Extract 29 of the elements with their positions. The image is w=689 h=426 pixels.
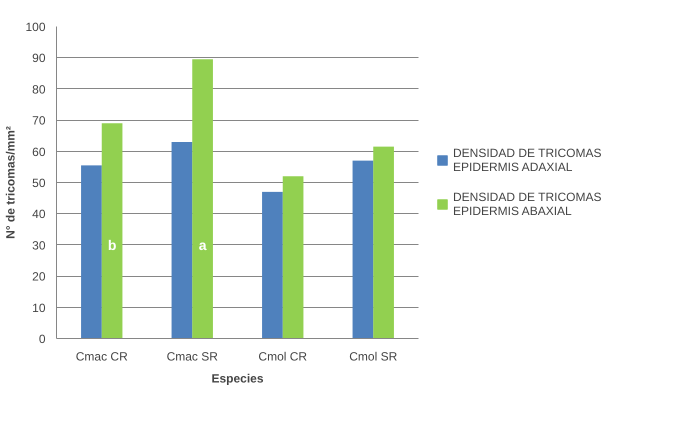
x-tick-label: Cmol SR	[349, 350, 398, 364]
y-axis-title: N° de tricomas/mm²	[3, 126, 18, 239]
y-tick-label: 30	[32, 238, 46, 252]
bar	[172, 142, 192, 338]
x-tick-label: Cmac SR	[166, 350, 218, 364]
y-tick-label: 40	[32, 207, 46, 222]
bar	[282, 176, 304, 338]
bar	[352, 160, 374, 338]
y-tick-label: 100	[25, 20, 46, 34]
y-tick-label: 20	[32, 270, 46, 284]
x-tick-label: Cmol CR	[258, 350, 308, 364]
y-tick-label: 50	[32, 176, 46, 190]
x-tick-label: Cmac CR	[76, 350, 128, 364]
y-tick-label: 70	[32, 114, 46, 128]
y-tick-label: 60	[32, 144, 46, 159]
y-tick-label: 0	[38, 332, 46, 346]
x-axis-title: Especies	[211, 372, 264, 386]
y-tick-label: 10	[32, 300, 46, 315]
bar	[81, 165, 102, 338]
legend-label: DENSIDAD DE TRICOMAS EPIDERMIS ABAXIAL	[453, 189, 602, 219]
bar	[192, 59, 213, 338]
bar	[102, 123, 122, 338]
legend-label: DENSIDAD DE TRICOMAS EPIDERMIS ADAXIAL	[453, 145, 602, 175]
y-tick-label: 80	[32, 82, 46, 96]
annotation: a	[198, 236, 207, 253]
bar	[262, 192, 283, 338]
y-tick-label: 90	[32, 51, 46, 66]
bar	[373, 146, 394, 338]
annotation: b	[108, 236, 116, 253]
